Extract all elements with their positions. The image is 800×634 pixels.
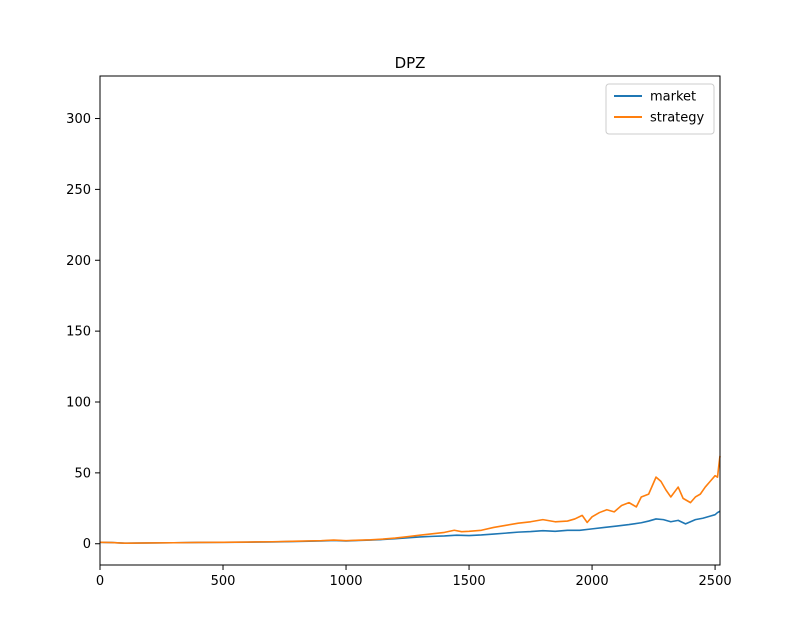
y-tick-label: 200 <box>66 254 91 269</box>
legend: market strategy <box>605 83 715 135</box>
legend-label-market: market <box>650 90 696 105</box>
chart-title: DPZ <box>395 54 426 72</box>
y-tick-label: 250 <box>66 183 91 198</box>
x-tick-label: 1000 <box>329 574 362 589</box>
x-axis: 0 500 1000 1500 2000 2500 <box>96 565 732 589</box>
series-line-strategy <box>99 455 721 544</box>
plot-area: 0 500 1000 1500 2000 2500 0 50 100 150 200 250 300 <box>66 75 732 589</box>
x-tick-label: 1500 <box>453 574 486 589</box>
y-tick-label: 0 <box>83 537 91 552</box>
y-tick-label: 100 <box>66 396 91 411</box>
x-tick-label: 500 <box>211 574 236 589</box>
y-tick-label: 150 <box>66 325 91 340</box>
x-tick-label: 2000 <box>576 574 609 589</box>
legend-label-strategy: strategy <box>650 111 705 126</box>
x-tick-label: 2500 <box>699 574 732 589</box>
y-axis: 0 50 100 150 200 250 300 <box>66 112 100 552</box>
y-tick-label: 50 <box>74 466 91 481</box>
plot-frame <box>99 75 721 566</box>
x-tick-label: 0 <box>96 574 104 589</box>
series-layer <box>99 455 721 544</box>
y-tick-label: 300 <box>66 112 91 127</box>
